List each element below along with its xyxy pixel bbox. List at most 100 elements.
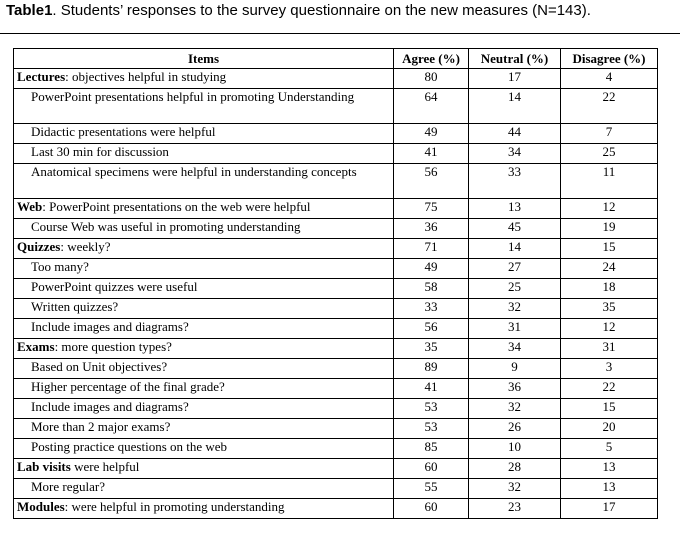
item-text: : more question types? [54,339,172,354]
item-cell: Last 30 min for discussion [13,143,394,164]
category-label: Lab visits [17,459,71,474]
item-text: Didactic presentations were helpful [31,124,216,139]
item-cell: More than 2 major exams? [13,418,394,439]
neutral-cell: 44 [468,123,561,144]
item-text: PowerPoint presentations helpful in prom… [31,89,355,104]
table-row: Written quizzes? 33 32 35 [13,298,658,319]
item-text: More than 2 major exams? [31,419,171,434]
item-cell: More regular? [13,478,394,499]
agree-cell: 56 [393,318,469,339]
table-row: PowerPoint quizzes were useful 58 25 18 [13,278,658,299]
category-label: Modules [17,499,65,514]
neutral-cell: 32 [468,398,561,419]
neutral-cell: 23 [468,498,561,519]
table-caption: Table1. Students’ responses to the surve… [6,2,591,19]
item-cell: Quizzes: weekly? [13,238,394,259]
item-cell: Based on Unit objectives? [13,358,394,379]
item-cell: Web: PowerPoint presentations on the web… [13,198,394,219]
header-disagree: Disagree (%) [560,48,658,69]
disagree-cell: 22 [560,378,658,399]
item-cell: Course Web was useful in promoting under… [13,218,394,239]
item-cell: Include images and diagrams? [13,398,394,419]
header-row: Items Agree (%) Neutral (%) Disagree (%) [13,48,658,69]
neutral-cell: 27 [468,258,561,279]
agree-cell: 41 [393,378,469,399]
item-text: Too many? [31,259,89,274]
disagree-cell: 18 [560,278,658,299]
neutral-cell: 26 [468,418,561,439]
disagree-cell: 31 [560,338,658,359]
table-row: Posting practice questions on the web 85 1… [13,438,658,459]
item-text: Include images and diagrams? [31,319,189,334]
agree-cell: 35 [393,338,469,359]
disagree-cell: 11 [560,163,658,199]
agree-cell: 55 [393,478,469,499]
disagree-cell: 12 [560,198,658,219]
disagree-cell: 13 [560,458,658,479]
category-label: Lectures [17,69,66,84]
item-text: Written quizzes? [31,299,119,314]
header-items: Items [13,48,394,69]
table-body: Lectures: objectives helpful in studying… [13,68,658,519]
item-text: PowerPoint quizzes were useful [31,279,198,294]
disagree-cell: 15 [560,398,658,419]
item-cell: Lab visits were helpful [13,458,394,479]
disagree-cell: 12 [560,318,658,339]
table-row: Higher percentage of the final grade? 41 3… [13,378,658,399]
agree-cell: 49 [393,123,469,144]
disagree-cell: 22 [560,88,658,124]
item-cell: Anatomical specimens were helpful in und… [13,163,394,199]
agree-cell: 60 [393,498,469,519]
agree-cell: 80 [393,68,469,89]
agree-cell: 85 [393,438,469,459]
header-neutral: Neutral (%) [468,48,561,69]
item-text: : weekly? [60,239,111,254]
neutral-cell: 36 [468,378,561,399]
category-label: Web [17,199,43,214]
neutral-cell: 32 [468,478,561,499]
disagree-cell: 5 [560,438,658,459]
agree-cell: 71 [393,238,469,259]
neutral-cell: 25 [468,278,561,299]
item-text: Anatomical specimens were helpful in und… [31,164,357,179]
neutral-cell: 13 [468,198,561,219]
agree-cell: 75 [393,198,469,219]
item-text: More regular? [31,479,105,494]
disagree-cell: 15 [560,238,658,259]
agree-cell: 89 [393,358,469,379]
neutral-cell: 10 [468,438,561,459]
item-text: were helpful [70,459,140,474]
item-cell: Posting practice questions on the web [13,438,394,459]
agree-cell: 41 [393,143,469,164]
table-row: Exams: more question types? 35 34 31 [13,338,658,359]
table-row: Include images and diagrams? 56 31 12 [13,318,658,339]
item-cell: Modules: were helpful in promoting under… [13,498,394,519]
disagree-cell: 3 [560,358,658,379]
item-cell: Exams: more question types? [13,338,394,359]
neutral-cell: 32 [468,298,561,319]
table-row: Course Web was useful in promoting under… [13,218,658,239]
neutral-cell: 34 [468,338,561,359]
neutral-cell: 33 [468,163,561,199]
table-row: More than 2 major exams? 53 26 20 [13,418,658,439]
neutral-cell: 45 [468,218,561,239]
disagree-cell: 4 [560,68,658,89]
category-label: Quizzes [17,239,61,254]
header-agree: Agree (%) [393,48,469,69]
table-row: Lab visits were helpful 60 28 13 [13,458,658,479]
item-cell: PowerPoint quizzes were useful [13,278,394,299]
survey-table: Items Agree (%) Neutral (%) Disagree (%)… [13,48,658,519]
disagree-cell: 25 [560,143,658,164]
table-row: Quizzes: weekly? 71 14 15 [13,238,658,259]
item-cell: Include images and diagrams? [13,318,394,339]
table-row: Too many? 49 27 24 [13,258,658,279]
table-row: More regular? 55 32 13 [13,478,658,499]
item-cell: PowerPoint presentations helpful in prom… [13,88,394,124]
item-cell: Too many? [13,258,394,279]
item-text: Higher percentage of the final grade? [31,379,225,394]
neutral-cell: 9 [468,358,561,379]
neutral-cell: 17 [468,68,561,89]
table-row: Anatomical specimens were helpful in und… [13,163,658,199]
item-text: Course Web was useful in promoting under… [31,219,301,234]
item-text: Last 30 min for discussion [31,144,169,159]
